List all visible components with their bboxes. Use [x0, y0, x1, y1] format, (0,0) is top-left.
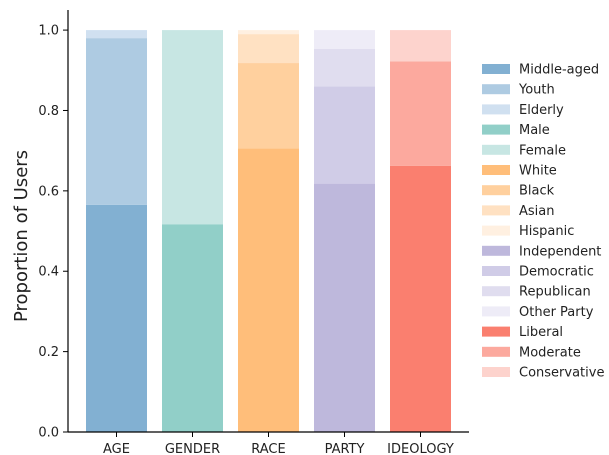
legend-swatch-moderate	[482, 346, 510, 357]
bar-race-black	[238, 63, 299, 149]
y-tick-label: 0.0	[38, 426, 59, 441]
x-tick-label-age: AGE	[103, 442, 130, 455]
legend-label-conservative: Conservative	[519, 366, 604, 381]
legend-swatch-white	[482, 165, 510, 175]
legend-swatch-elderly	[482, 104, 510, 115]
legend-label-hispanic: Hispanic	[519, 224, 574, 239]
bar-age-elderly	[86, 30, 147, 39]
y-tick-label: 0.4	[38, 265, 59, 280]
legend-swatch-asian	[482, 205, 510, 216]
bar-age-middle-aged	[86, 204, 147, 432]
legend-label-elderly: Elderly	[519, 103, 564, 118]
bar-ideology-liberal	[390, 165, 451, 432]
bar-party-other-party	[314, 30, 375, 49]
legend-label-male: Male	[519, 123, 550, 138]
bars-layer	[86, 30, 451, 432]
legend-swatch-conservative	[482, 367, 510, 377]
legend-label-female: Female	[519, 143, 566, 158]
legend-label-white: White	[519, 164, 557, 179]
bar-party-democratic	[314, 86, 375, 184]
legend-label-other-party: Other Party	[519, 305, 594, 320]
legend-swatch-independent	[482, 245, 510, 256]
bar-race-asian	[238, 34, 299, 64]
y-tick-label: 0.2	[38, 345, 59, 360]
legend-swatch-middle-aged	[482, 64, 510, 74]
y-tick-label: 0.6	[38, 184, 59, 199]
bar-ideology-conservative	[390, 30, 451, 62]
legend-label-republican: Republican	[519, 285, 591, 300]
y-tick-label: 1.0	[38, 24, 59, 39]
x-tick-label-party: PARTY	[325, 442, 365, 455]
legend-label-black: Black	[519, 184, 555, 199]
bar-gender-male	[162, 224, 223, 432]
bar-party-independent	[314, 183, 375, 432]
legend-swatch-other-party	[482, 306, 510, 317]
legend-label-middle-aged: Middle-aged	[519, 63, 599, 78]
legend: Middle-aged Youth Elderly Male Female White Bl…	[482, 63, 604, 381]
legend-label-liberal: Liberal	[519, 325, 563, 340]
legend-swatch-republican	[482, 286, 510, 297]
legend-swatch-liberal	[482, 326, 510, 337]
axes-layer: 0.0 0.2 0.4 0.6 0.8 1.0 AGE GENDER RACE PARTY IDEO…	[38, 10, 469, 455]
x-tick-label-gender: GENDER	[165, 442, 220, 455]
legend-label-moderate: Moderate	[519, 345, 581, 360]
legend-swatch-democratic	[482, 266, 510, 276]
legend-swatch-hispanic	[482, 225, 510, 236]
legend-swatch-male	[482, 124, 510, 135]
y-axis-label: Proportion of Users	[11, 150, 32, 322]
legend-swatch-black	[482, 185, 510, 196]
bar-age-youth	[86, 38, 147, 205]
x-tick-label-race: RACE	[251, 442, 285, 455]
bar-party-republican	[314, 48, 375, 87]
legend-label-asian: Asian	[519, 204, 554, 219]
legend-label-independent: Independent	[519, 244, 601, 259]
bar-race-white	[238, 148, 299, 432]
legend-label-democratic: Democratic	[519, 265, 594, 280]
legend-swatch-youth	[482, 84, 510, 95]
x-tick-label-ideology: IDEOLOGY	[387, 442, 454, 455]
legend-swatch-female	[482, 144, 510, 155]
y-tick-label: 0.8	[38, 104, 59, 119]
bar-gender-female	[162, 30, 223, 225]
legend-label-youth: Youth	[518, 83, 555, 98]
bar-ideology-moderate	[390, 61, 451, 166]
bar-race-hispanic	[238, 30, 299, 35]
